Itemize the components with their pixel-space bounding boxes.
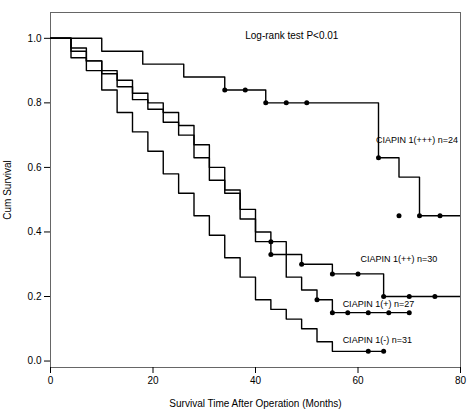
svg-text:Survival Time After Operation: Survival Time After Operation (Months)	[169, 398, 341, 409]
svg-text:0.6: 0.6	[28, 162, 42, 173]
svg-text:60: 60	[352, 375, 364, 386]
svg-text:0: 0	[48, 375, 54, 386]
svg-text:Cum Survival: Cum Survival	[2, 160, 13, 219]
svg-text:CIAPIN 1(++) n=30: CIAPIN 1(++) n=30	[361, 254, 438, 264]
svg-text:Log-rank test P<0.01: Log-rank test P<0.01	[245, 30, 339, 41]
svg-text:CIAPIN 1(+) n=27: CIAPIN 1(+) n=27	[343, 299, 415, 309]
svg-text:0.8: 0.8	[28, 97, 42, 108]
svg-text:CIAPIN 1(+++) n=24: CIAPIN 1(+++) n=24	[376, 135, 458, 145]
svg-text:0.0: 0.0	[28, 355, 42, 366]
svg-text:0.2: 0.2	[28, 291, 42, 302]
svg-text:CIAPIN 1(-) n=31: CIAPIN 1(-) n=31	[343, 335, 412, 345]
svg-text:80: 80	[455, 375, 467, 386]
svg-text:0.4: 0.4	[28, 226, 42, 237]
svg-text:1.0: 1.0	[28, 33, 42, 44]
svg-text:20: 20	[147, 375, 159, 386]
svg-text:40: 40	[250, 375, 262, 386]
